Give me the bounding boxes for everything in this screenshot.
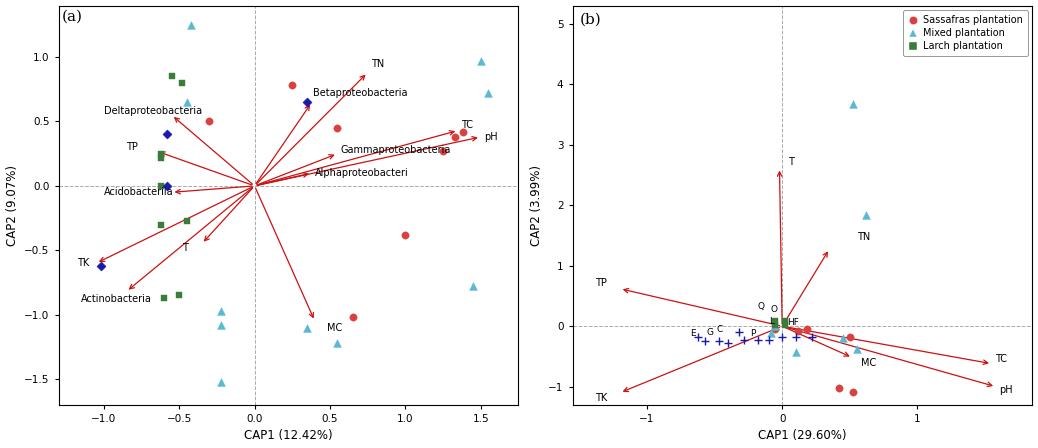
Text: P: P [749, 329, 755, 338]
Text: Acidobacteriia: Acidobacteriia [104, 187, 173, 197]
Point [480, 90, 496, 97]
Point [690, 333, 707, 340]
Point [153, 150, 169, 157]
Text: T: T [182, 243, 188, 253]
Legend: Sassafras plantation, Mixed plantation, Larch plantation: Sassafras plantation, Mixed plantation, … [903, 10, 1028, 56]
Text: TC: TC [461, 121, 473, 130]
Point [435, 147, 452, 155]
Text: Actinobacteria: Actinobacteria [81, 294, 152, 304]
Point [329, 125, 346, 132]
Text: TN: TN [371, 59, 384, 69]
Text: Deltaproteobacteria: Deltaproteobacteria [104, 106, 201, 116]
Text: HF: HF [787, 318, 799, 327]
Text: TP: TP [596, 278, 607, 288]
Point [201, 118, 218, 125]
Point [159, 131, 175, 138]
Point [398, 231, 414, 238]
Text: TP: TP [127, 142, 138, 152]
Text: Q: Q [757, 302, 764, 311]
Text: L: L [769, 317, 774, 326]
Text: pH: pH [999, 385, 1012, 395]
Point [830, 384, 847, 392]
Point [776, 318, 793, 325]
Point [92, 262, 109, 269]
X-axis label: CAP1 (29.60%): CAP1 (29.60%) [758, 430, 847, 443]
Point [857, 212, 874, 219]
Y-axis label: CAP2 (9.07%): CAP2 (9.07%) [5, 165, 19, 246]
Text: TN: TN [856, 232, 870, 241]
Point [763, 330, 780, 337]
Text: E: E [690, 329, 695, 338]
Point [844, 388, 861, 395]
X-axis label: CAP1 (12.42%): CAP1 (12.42%) [244, 430, 333, 443]
Point [159, 182, 175, 190]
Point [774, 333, 791, 340]
Point [788, 348, 804, 355]
Point [736, 336, 753, 343]
Point [767, 318, 784, 325]
Point [153, 182, 169, 190]
Point [153, 221, 169, 228]
Point [761, 336, 777, 343]
Point [345, 314, 361, 321]
Point [790, 327, 807, 335]
Text: TC: TC [994, 354, 1007, 365]
Point [153, 154, 169, 161]
Point [173, 79, 190, 86]
Point [844, 100, 861, 107]
Text: MC: MC [327, 323, 343, 332]
Point [767, 326, 784, 333]
Point [835, 335, 851, 342]
Text: (b): (b) [579, 13, 601, 27]
Text: C: C [717, 325, 723, 334]
Text: Gammaproteobacteria: Gammaproteobacteria [340, 145, 450, 155]
Text: TK: TK [77, 258, 89, 268]
Point [179, 99, 195, 106]
Point [213, 378, 229, 385]
Text: Alphaproteobacteri: Alphaproteobacteri [315, 168, 409, 178]
Point [329, 340, 346, 347]
Text: pH: pH [484, 132, 497, 142]
Text: T: T [788, 157, 793, 167]
Point [163, 73, 180, 80]
Text: Betaproteobacteria: Betaproteobacteria [313, 88, 408, 98]
Point [299, 99, 316, 106]
Point [156, 294, 172, 302]
Point [472, 57, 489, 65]
Point [446, 134, 463, 141]
Point [842, 333, 858, 340]
Point [299, 324, 316, 331]
Point [767, 321, 784, 328]
Point [848, 345, 865, 353]
Point [798, 326, 815, 333]
Point [776, 321, 793, 328]
Point [696, 338, 713, 345]
Point [455, 128, 471, 135]
Text: TK: TK [596, 392, 608, 403]
Point [465, 283, 482, 290]
Point [179, 217, 195, 224]
Y-axis label: CAP2 (3.99%): CAP2 (3.99%) [529, 165, 543, 246]
Point [710, 338, 727, 345]
Point [803, 333, 820, 340]
Point [788, 333, 804, 340]
Text: MC: MC [861, 358, 876, 367]
Point [767, 323, 784, 330]
Point [719, 340, 736, 347]
Point [731, 329, 747, 336]
Point [749, 336, 766, 343]
Text: O: O [770, 305, 777, 314]
Point [171, 292, 188, 299]
Point [183, 22, 199, 29]
Point [213, 321, 229, 328]
Point [213, 307, 229, 314]
Text: (a): (a) [61, 9, 83, 23]
Point [284, 82, 301, 89]
Text: G: G [707, 328, 714, 337]
